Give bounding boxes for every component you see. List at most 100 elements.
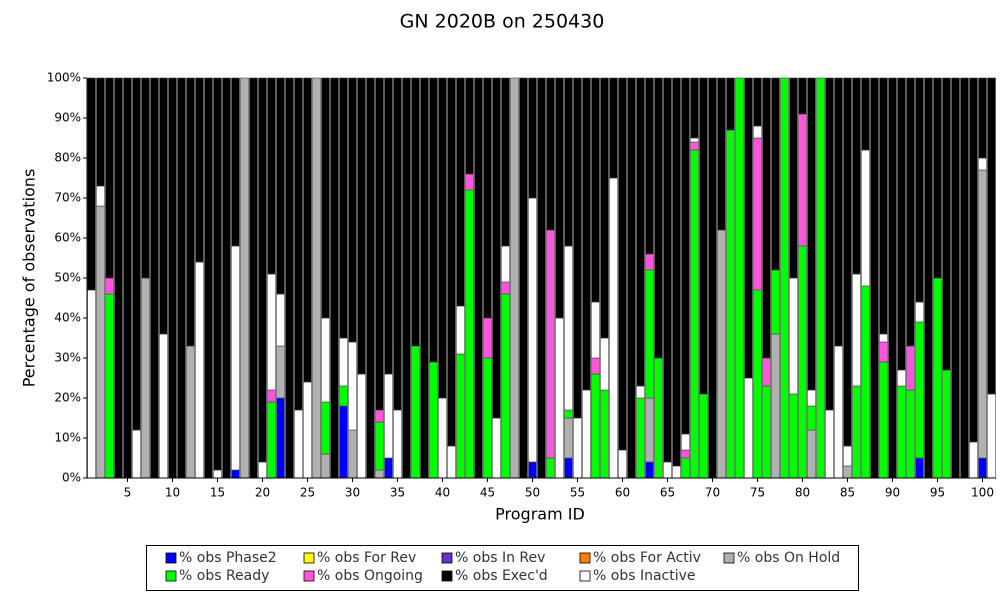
bar-segment	[267, 273, 276, 391]
bar-segment	[807, 405, 816, 431]
bar-segment	[384, 373, 393, 459]
bar-segment	[798, 77, 807, 115]
bar-segment	[663, 461, 672, 479]
x-tick-label: 10	[165, 486, 180, 500]
bar-segment	[105, 293, 114, 479]
bar-segment	[717, 229, 726, 479]
bar-segment	[384, 457, 393, 479]
bar-segment	[492, 77, 501, 419]
bar-segment	[564, 417, 573, 459]
legend-swatch	[165, 552, 177, 564]
bar-segment	[618, 77, 627, 451]
x-tick-label: 85	[840, 486, 855, 500]
bar-segment	[690, 137, 699, 143]
legend-text: % obs Ready	[179, 568, 269, 584]
bar-segment	[771, 269, 780, 335]
bar-segment	[564, 457, 573, 479]
y-tick-label: 80%	[54, 151, 81, 165]
legend-text: % obs Inactive	[593, 568, 696, 584]
bar-segment	[501, 245, 510, 283]
bar-segment	[429, 77, 438, 363]
bar-segment	[906, 345, 915, 391]
bar-segment	[906, 77, 915, 347]
legend-text: % obs In Rev	[455, 550, 545, 566]
bar-segment	[393, 409, 402, 479]
bar-segment	[276, 293, 285, 347]
bar-segment	[321, 77, 330, 319]
bar-segment	[717, 77, 726, 231]
bar-segment	[231, 77, 240, 247]
legend-text: % obs For Rev	[317, 550, 416, 566]
y-tick-label: 0%	[62, 471, 81, 485]
bar-segment	[807, 389, 816, 407]
bar-segment	[888, 77, 897, 479]
legend-swatch	[579, 570, 591, 582]
bar-segment	[438, 77, 447, 399]
bar-segment	[645, 269, 654, 399]
bar-segment	[789, 393, 798, 479]
bar-segment	[258, 77, 267, 463]
bar-segment	[546, 457, 555, 479]
legend-swatch	[303, 552, 315, 564]
legend-text: % obs On Hold	[737, 550, 840, 566]
bar-segment	[375, 421, 384, 471]
bar-segment	[348, 77, 357, 343]
bar-segment	[744, 77, 753, 379]
bar-segment	[555, 77, 564, 319]
bar-segment	[96, 185, 105, 207]
bar-segment	[861, 285, 870, 479]
bar-segment	[402, 77, 411, 479]
bar-segment	[600, 389, 609, 479]
bar-segment	[726, 129, 735, 479]
bar-segment	[609, 177, 618, 479]
bar-segment	[177, 77, 186, 479]
bar-segment	[834, 77, 843, 347]
bar-segment	[654, 357, 663, 479]
bar-segment	[843, 77, 852, 447]
bar-segment	[420, 77, 429, 479]
bar-segment	[141, 77, 150, 279]
bar-segment	[492, 417, 501, 479]
legend-text: % obs Phase2	[179, 550, 277, 566]
bar-segment	[186, 345, 195, 479]
x-tick-label: 30	[345, 486, 360, 500]
bar-segment	[627, 77, 636, 479]
bar-segment	[294, 77, 303, 411]
bar-segment	[483, 357, 492, 479]
bar-segment	[339, 337, 348, 387]
bar-segment	[690, 77, 699, 139]
bar-segment	[582, 389, 591, 479]
bar-segment	[879, 77, 888, 335]
bar-segment	[933, 277, 942, 479]
bar-segment	[321, 401, 330, 455]
bar-segment	[600, 77, 609, 339]
bar-segment	[348, 341, 357, 431]
bar-segment	[411, 345, 420, 479]
bar-segment	[978, 169, 987, 459]
y-axis-label: Percentage of observations	[20, 169, 39, 388]
bar-segment	[564, 245, 573, 411]
bar-segment	[132, 77, 141, 431]
chart-title: GN 2020B on 250430	[400, 11, 605, 33]
legend-text: % obs For Activ	[593, 550, 701, 566]
bar-segment	[150, 77, 159, 479]
bar-segment	[663, 77, 672, 463]
bar-segment	[483, 77, 492, 319]
x-tick-label: 95	[930, 486, 945, 500]
bar-segment	[726, 77, 735, 131]
bar-segment	[528, 461, 537, 479]
legend-swatch	[579, 552, 591, 564]
bar-segment	[636, 77, 645, 387]
y-tick-label: 10%	[54, 431, 81, 445]
x-tick-label: 70	[705, 486, 720, 500]
bar-segment	[960, 77, 969, 479]
bar-segment	[636, 385, 645, 399]
bar-segment	[978, 457, 987, 479]
bar-segment	[969, 441, 978, 479]
bar-segment	[762, 357, 771, 387]
bar-segment	[546, 229, 555, 459]
bar-segment	[501, 281, 510, 295]
y-tick-label: 40%	[54, 311, 81, 325]
bar-segment	[753, 289, 762, 479]
bar-segment	[897, 77, 906, 371]
